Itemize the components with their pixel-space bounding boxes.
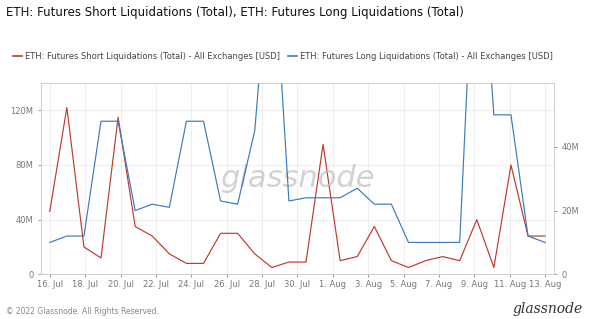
- ETH: Futures Short Liquidations (Total) - All Exchanges [USD]: (25, 40): Futures Short Liquidations (Total) - All…: [474, 218, 481, 222]
- ETH: Futures Short Liquidations (Total) - All Exchanges [USD]: (26, 5): Futures Short Liquidations (Total) - All…: [490, 266, 497, 270]
- ETH: Futures Long Liquidations (Total) - All Exchanges [USD]: (1, 12): Futures Long Liquidations (Total) - All …: [64, 234, 71, 238]
- ETH: Futures Short Liquidations (Total) - All Exchanges [USD]: (27, 80): Futures Short Liquidations (Total) - All…: [508, 163, 515, 167]
- ETH: Futures Short Liquidations (Total) - All Exchanges [USD]: (22, 10): Futures Short Liquidations (Total) - All…: [422, 259, 429, 263]
- ETH: Futures Long Liquidations (Total) - All Exchanges [USD]: (16, 24): Futures Long Liquidations (Total) - All …: [319, 196, 326, 200]
- ETH: Futures Long Liquidations (Total) - All Exchanges [USD]: (7, 21): Futures Long Liquidations (Total) - All …: [166, 205, 173, 209]
- ETH: Futures Short Liquidations (Total) - All Exchanges [USD]: (29, 28): Futures Short Liquidations (Total) - All…: [542, 234, 549, 238]
- ETH: Futures Short Liquidations (Total) - All Exchanges [USD]: (4, 115): Futures Short Liquidations (Total) - All…: [114, 115, 122, 119]
- ETH: Futures Short Liquidations (Total) - All Exchanges [USD]: (7, 15): Futures Short Liquidations (Total) - All…: [166, 252, 173, 256]
- ETH: Futures Short Liquidations (Total) - All Exchanges [USD]: (0, 46): Futures Short Liquidations (Total) - All…: [46, 210, 54, 213]
- ETH: Futures Short Liquidations (Total) - All Exchanges [USD]: (13, 5): Futures Short Liquidations (Total) - All…: [269, 266, 276, 270]
- ETH: Futures Long Liquidations (Total) - All Exchanges [USD]: (29, 10): Futures Long Liquidations (Total) - All …: [542, 241, 549, 244]
- ETH: Futures Short Liquidations (Total) - All Exchanges [USD]: (24, 10): Futures Short Liquidations (Total) - All…: [456, 259, 463, 263]
- ETH: Futures Long Liquidations (Total) - All Exchanges [USD]: (23, 10): Futures Long Liquidations (Total) - All …: [439, 241, 446, 244]
- ETH: Futures Short Liquidations (Total) - All Exchanges [USD]: (21, 5): Futures Short Liquidations (Total) - All…: [405, 266, 412, 270]
- ETH: Futures Long Liquidations (Total) - All Exchanges [USD]: (15, 24): Futures Long Liquidations (Total) - All …: [303, 196, 310, 200]
- ETH: Futures Long Liquidations (Total) - All Exchanges [USD]: (12, 45): Futures Long Liquidations (Total) - All …: [251, 129, 258, 133]
- ETH: Futures Long Liquidations (Total) - All Exchanges [USD]: (4, 48): Futures Long Liquidations (Total) - All …: [114, 119, 122, 123]
- ETH: Futures Short Liquidations (Total) - All Exchanges [USD]: (6, 28): Futures Short Liquidations (Total) - All…: [148, 234, 155, 238]
- Text: glassnode: glassnode: [220, 164, 375, 193]
- Line: ETH: Futures Short Liquidations (Total) - All Exchanges [USD]: ETH: Futures Short Liquidations (Total) …: [49, 108, 545, 268]
- ETH: Futures Short Liquidations (Total) - All Exchanges [USD]: (11, 30): Futures Short Liquidations (Total) - All…: [234, 231, 241, 235]
- ETH: Futures Long Liquidations (Total) - All Exchanges [USD]: (27, 50): Futures Long Liquidations (Total) - All …: [508, 113, 515, 117]
- Text: ETH: Futures Short Liquidations (Total), ETH: Futures Long Liquidations (Total): ETH: Futures Short Liquidations (Total),…: [6, 6, 464, 19]
- ETH: Futures Short Liquidations (Total) - All Exchanges [USD]: (5, 35): Futures Short Liquidations (Total) - All…: [132, 225, 139, 228]
- ETH: Futures Short Liquidations (Total) - All Exchanges [USD]: (20, 10): Futures Short Liquidations (Total) - All…: [388, 259, 395, 263]
- ETH: Futures Long Liquidations (Total) - All Exchanges [USD]: (10, 23): Futures Long Liquidations (Total) - All …: [217, 199, 224, 203]
- ETH: Futures Long Liquidations (Total) - All Exchanges [USD]: (14, 23): Futures Long Liquidations (Total) - All …: [285, 199, 292, 203]
- ETH: Futures Short Liquidations (Total) - All Exchanges [USD]: (10, 30): Futures Short Liquidations (Total) - All…: [217, 231, 224, 235]
- ETH: Futures Long Liquidations (Total) - All Exchanges [USD]: (17, 24): Futures Long Liquidations (Total) - All …: [337, 196, 344, 200]
- ETH: Futures Long Liquidations (Total) - All Exchanges [USD]: (19, 22): Futures Long Liquidations (Total) - All …: [371, 202, 378, 206]
- ETH: Futures Short Liquidations (Total) - All Exchanges [USD]: (1, 122): Futures Short Liquidations (Total) - All…: [64, 106, 71, 109]
- ETH: Futures Short Liquidations (Total) - All Exchanges [USD]: (12, 15): Futures Short Liquidations (Total) - All…: [251, 252, 258, 256]
- ETH: Futures Short Liquidations (Total) - All Exchanges [USD]: (8, 8): Futures Short Liquidations (Total) - All…: [183, 262, 190, 265]
- Text: glassnode: glassnode: [513, 302, 583, 316]
- ETH: Futures Long Liquidations (Total) - All Exchanges [USD]: (18, 27): Futures Long Liquidations (Total) - All …: [353, 186, 360, 190]
- ETH: Futures Short Liquidations (Total) - All Exchanges [USD]: (23, 13): Futures Short Liquidations (Total) - All…: [439, 255, 446, 258]
- ETH: Futures Short Liquidations (Total) - All Exchanges [USD]: (2, 20): Futures Short Liquidations (Total) - All…: [80, 245, 88, 249]
- ETH: Futures Short Liquidations (Total) - All Exchanges [USD]: (15, 9): Futures Short Liquidations (Total) - All…: [303, 260, 310, 264]
- ETH: Futures Long Liquidations (Total) - All Exchanges [USD]: (21, 10): Futures Long Liquidations (Total) - All …: [405, 241, 412, 244]
- ETH: Futures Long Liquidations (Total) - All Exchanges [USD]: (26, 50): Futures Long Liquidations (Total) - All …: [490, 113, 497, 117]
- ETH: Futures Long Liquidations (Total) - All Exchanges [USD]: (0, 10): Futures Long Liquidations (Total) - All …: [46, 241, 54, 244]
- ETH: Futures Short Liquidations (Total) - All Exchanges [USD]: (14, 9): Futures Short Liquidations (Total) - All…: [285, 260, 292, 264]
- ETH: Futures Long Liquidations (Total) - All Exchanges [USD]: (24, 10): Futures Long Liquidations (Total) - All …: [456, 241, 463, 244]
- ETH: Futures Short Liquidations (Total) - All Exchanges [USD]: (9, 8): Futures Short Liquidations (Total) - All…: [200, 262, 207, 265]
- ETH: Futures Short Liquidations (Total) - All Exchanges [USD]: (18, 13): Futures Short Liquidations (Total) - All…: [353, 255, 360, 258]
- ETH: Futures Long Liquidations (Total) - All Exchanges [USD]: (20, 22): Futures Long Liquidations (Total) - All …: [388, 202, 395, 206]
- ETH: Futures Short Liquidations (Total) - All Exchanges [USD]: (28, 28): Futures Short Liquidations (Total) - All…: [524, 234, 531, 238]
- ETH: Futures Long Liquidations (Total) - All Exchanges [USD]: (2, 12): Futures Long Liquidations (Total) - All …: [80, 234, 88, 238]
- ETH: Futures Long Liquidations (Total) - All Exchanges [USD]: (8, 48): Futures Long Liquidations (Total) - All …: [183, 119, 190, 123]
- ETH: Futures Long Liquidations (Total) - All Exchanges [USD]: (3, 48): Futures Long Liquidations (Total) - All …: [97, 119, 105, 123]
- ETH: Futures Long Liquidations (Total) - All Exchanges [USD]: (5, 20): Futures Long Liquidations (Total) - All …: [132, 209, 139, 212]
- ETH: Futures Long Liquidations (Total) - All Exchanges [USD]: (11, 22): Futures Long Liquidations (Total) - All …: [234, 202, 241, 206]
- ETH: Futures Short Liquidations (Total) - All Exchanges [USD]: (19, 35): Futures Short Liquidations (Total) - All…: [371, 225, 378, 228]
- Text: © 2022 Glassnode. All Rights Reserved.: © 2022 Glassnode. All Rights Reserved.: [6, 307, 159, 316]
- ETH: Futures Short Liquidations (Total) - All Exchanges [USD]: (3, 12): Futures Short Liquidations (Total) - All…: [97, 256, 105, 260]
- ETH: Futures Short Liquidations (Total) - All Exchanges [USD]: (17, 10): Futures Short Liquidations (Total) - All…: [337, 259, 344, 263]
- ETH: Futures Long Liquidations (Total) - All Exchanges [USD]: (9, 48): Futures Long Liquidations (Total) - All …: [200, 119, 207, 123]
- Line: ETH: Futures Long Liquidations (Total) - All Exchanges [USD]: ETH: Futures Long Liquidations (Total) -…: [49, 0, 545, 242]
- ETH: Futures Long Liquidations (Total) - All Exchanges [USD]: (28, 12): Futures Long Liquidations (Total) - All …: [524, 234, 531, 238]
- ETH: Futures Short Liquidations (Total) - All Exchanges [USD]: (16, 95): Futures Short Liquidations (Total) - All…: [319, 143, 326, 146]
- ETH: Futures Long Liquidations (Total) - All Exchanges [USD]: (22, 10): Futures Long Liquidations (Total) - All …: [422, 241, 429, 244]
- Legend: ETH: Futures Short Liquidations (Total) - All Exchanges [USD], ETH: Futures Long: ETH: Futures Short Liquidations (Total) …: [10, 49, 556, 64]
- ETH: Futures Long Liquidations (Total) - All Exchanges [USD]: (6, 22): Futures Long Liquidations (Total) - All …: [148, 202, 155, 206]
